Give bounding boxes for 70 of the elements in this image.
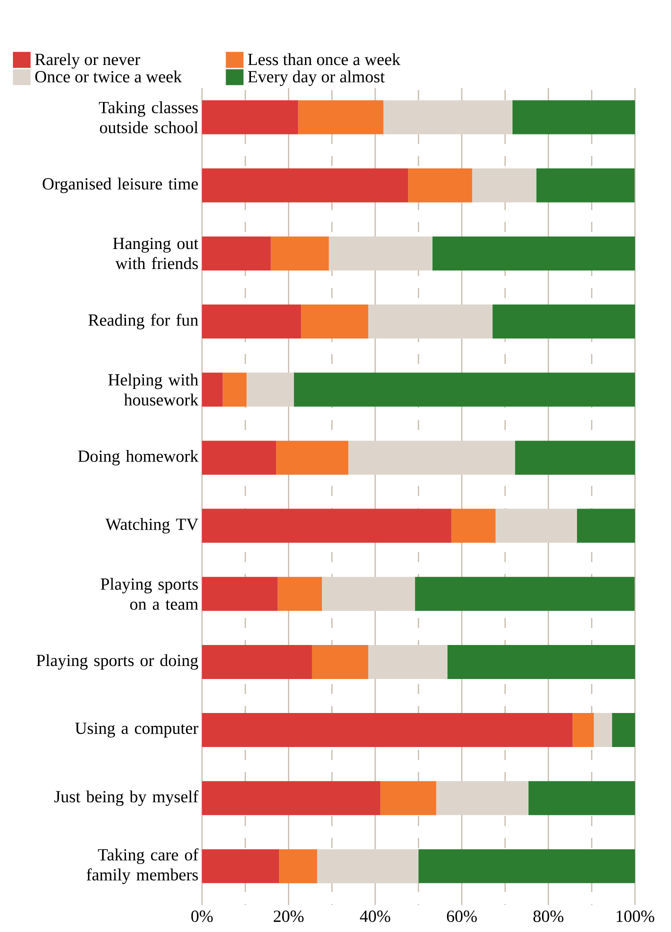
bar: [368, 304, 493, 339]
x-tick-label: 20%: [274, 910, 304, 922]
bar: [380, 781, 436, 816]
y-tick-label: Helping with housework: [108, 374, 198, 406]
bar: [472, 168, 536, 202]
bar: [202, 168, 408, 202]
bar: [496, 508, 577, 543]
bar: [202, 849, 280, 884]
y-tick-label: Reading for fun: [88, 314, 198, 330]
bar: [536, 168, 635, 202]
y-tick-label: Organised leisure time: [42, 178, 198, 194]
bar: [202, 713, 573, 748]
bar: [202, 372, 223, 407]
bar: [202, 576, 278, 611]
bar: [202, 236, 271, 270]
bar: [348, 440, 516, 475]
y-tick-label: Just being by myself: [54, 790, 198, 806]
bar: [222, 372, 247, 407]
bar: [594, 713, 612, 748]
legend-label: Less than once a week: [248, 53, 400, 66]
bar: [276, 440, 348, 475]
bar: [408, 168, 472, 202]
bar: [528, 781, 635, 816]
bar: [301, 304, 368, 339]
bar: [328, 236, 432, 270]
y-tick-label: Doing homework: [78, 450, 198, 466]
bar: [383, 100, 512, 134]
bar: [492, 304, 635, 339]
bar: [278, 576, 322, 611]
bar: [432, 236, 635, 270]
legend-label: Rarely or never: [35, 53, 140, 69]
x-tick-label: 60%: [446, 910, 477, 922]
x-tick-label: 100%: [616, 910, 654, 922]
x-tick-label: 0%: [191, 910, 213, 922]
y-tick-label: Taking classes outside school: [98, 101, 198, 134]
bar: [202, 100, 298, 134]
bar: [451, 508, 496, 543]
y-tick-label: Playing sports or doing: [36, 654, 198, 670]
y-tick-label: Taking care of family members: [86, 848, 198, 884]
bar: [436, 781, 528, 816]
bar: [317, 849, 418, 884]
y-tick-label: Hanging out with friends: [113, 238, 198, 270]
bar: [202, 440, 276, 475]
x-tick-label: 40%: [360, 910, 390, 922]
bar: [246, 372, 294, 407]
bar: [298, 100, 384, 134]
bar: [202, 644, 312, 679]
bar: [612, 713, 635, 748]
bar: [270, 236, 329, 270]
legend-label: Once or twice a week: [35, 70, 182, 82]
bar: [368, 644, 448, 679]
bar: [279, 849, 318, 884]
bar: [512, 100, 635, 134]
y-tick-label: Watching TV: [105, 518, 198, 534]
bar: [294, 372, 635, 407]
bar: [418, 849, 635, 884]
bar: [572, 713, 594, 748]
bar: [202, 781, 380, 816]
bar: [448, 644, 635, 679]
bar: [202, 508, 452, 543]
y-tick-label: Using a computer: [75, 722, 198, 738]
bar: [312, 644, 368, 679]
bar: [322, 576, 416, 611]
bar: [202, 304, 302, 339]
bar: [576, 508, 635, 543]
bar: [515, 440, 635, 475]
bar: [415, 576, 635, 611]
x-tick-label: 80%: [533, 910, 564, 922]
legend-label: Every day or almost: [248, 70, 385, 86]
y-tick-label: Playing sports on a team: [100, 578, 198, 610]
